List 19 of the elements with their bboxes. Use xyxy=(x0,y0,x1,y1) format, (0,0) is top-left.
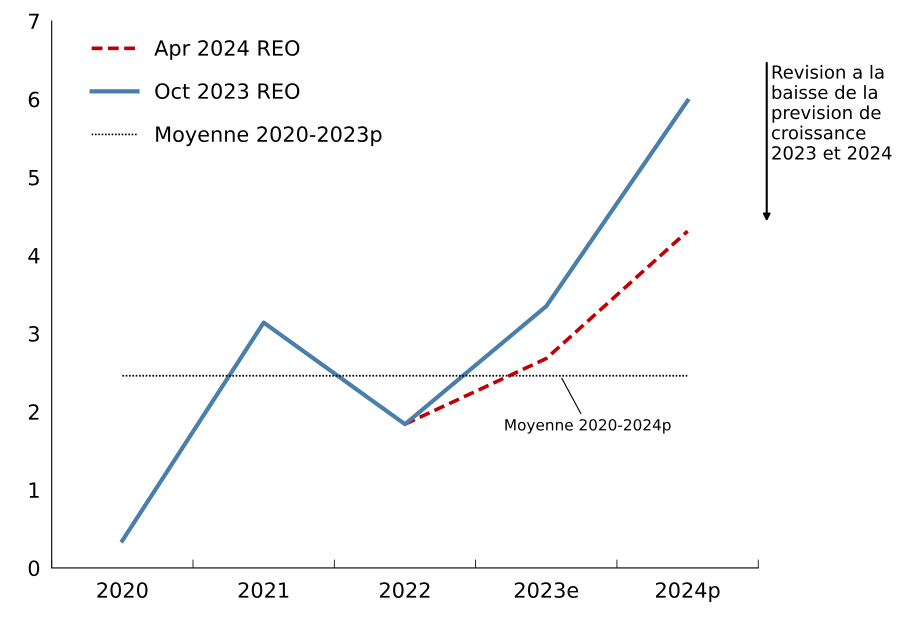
y-tick-label: 6 xyxy=(28,92,40,108)
x-tick-label: 2020 xyxy=(97,582,148,598)
line-series xyxy=(120,98,690,543)
x-tick-label: 2021 xyxy=(238,582,288,598)
x-tick-label: 2024p xyxy=(656,582,720,602)
legend-label: Moyenne 2020-2023p xyxy=(156,126,382,146)
x-tick-label: 2022 xyxy=(380,582,430,598)
text: Revision a la baisse de la prevision de croissance 2023 et 2024 xyxy=(772,64,892,160)
y-tick-label: 4 xyxy=(28,248,40,264)
y-tick-label: 0 xyxy=(28,560,40,576)
x-tick-label: 2023e xyxy=(514,582,578,598)
y-tick-label: 3 xyxy=(28,326,39,342)
y-tick-label: 5 xyxy=(28,170,39,186)
y-tick-label: 1 xyxy=(30,482,39,498)
legend-label: Apr 2024 REO xyxy=(154,40,300,60)
legend-label: Oct 2023 REO xyxy=(155,83,300,99)
y-tick-label: 7 xyxy=(29,14,39,29)
annotation: Moyenne 2020-2024p xyxy=(505,419,671,434)
y-tick-label: 2 xyxy=(28,404,38,420)
